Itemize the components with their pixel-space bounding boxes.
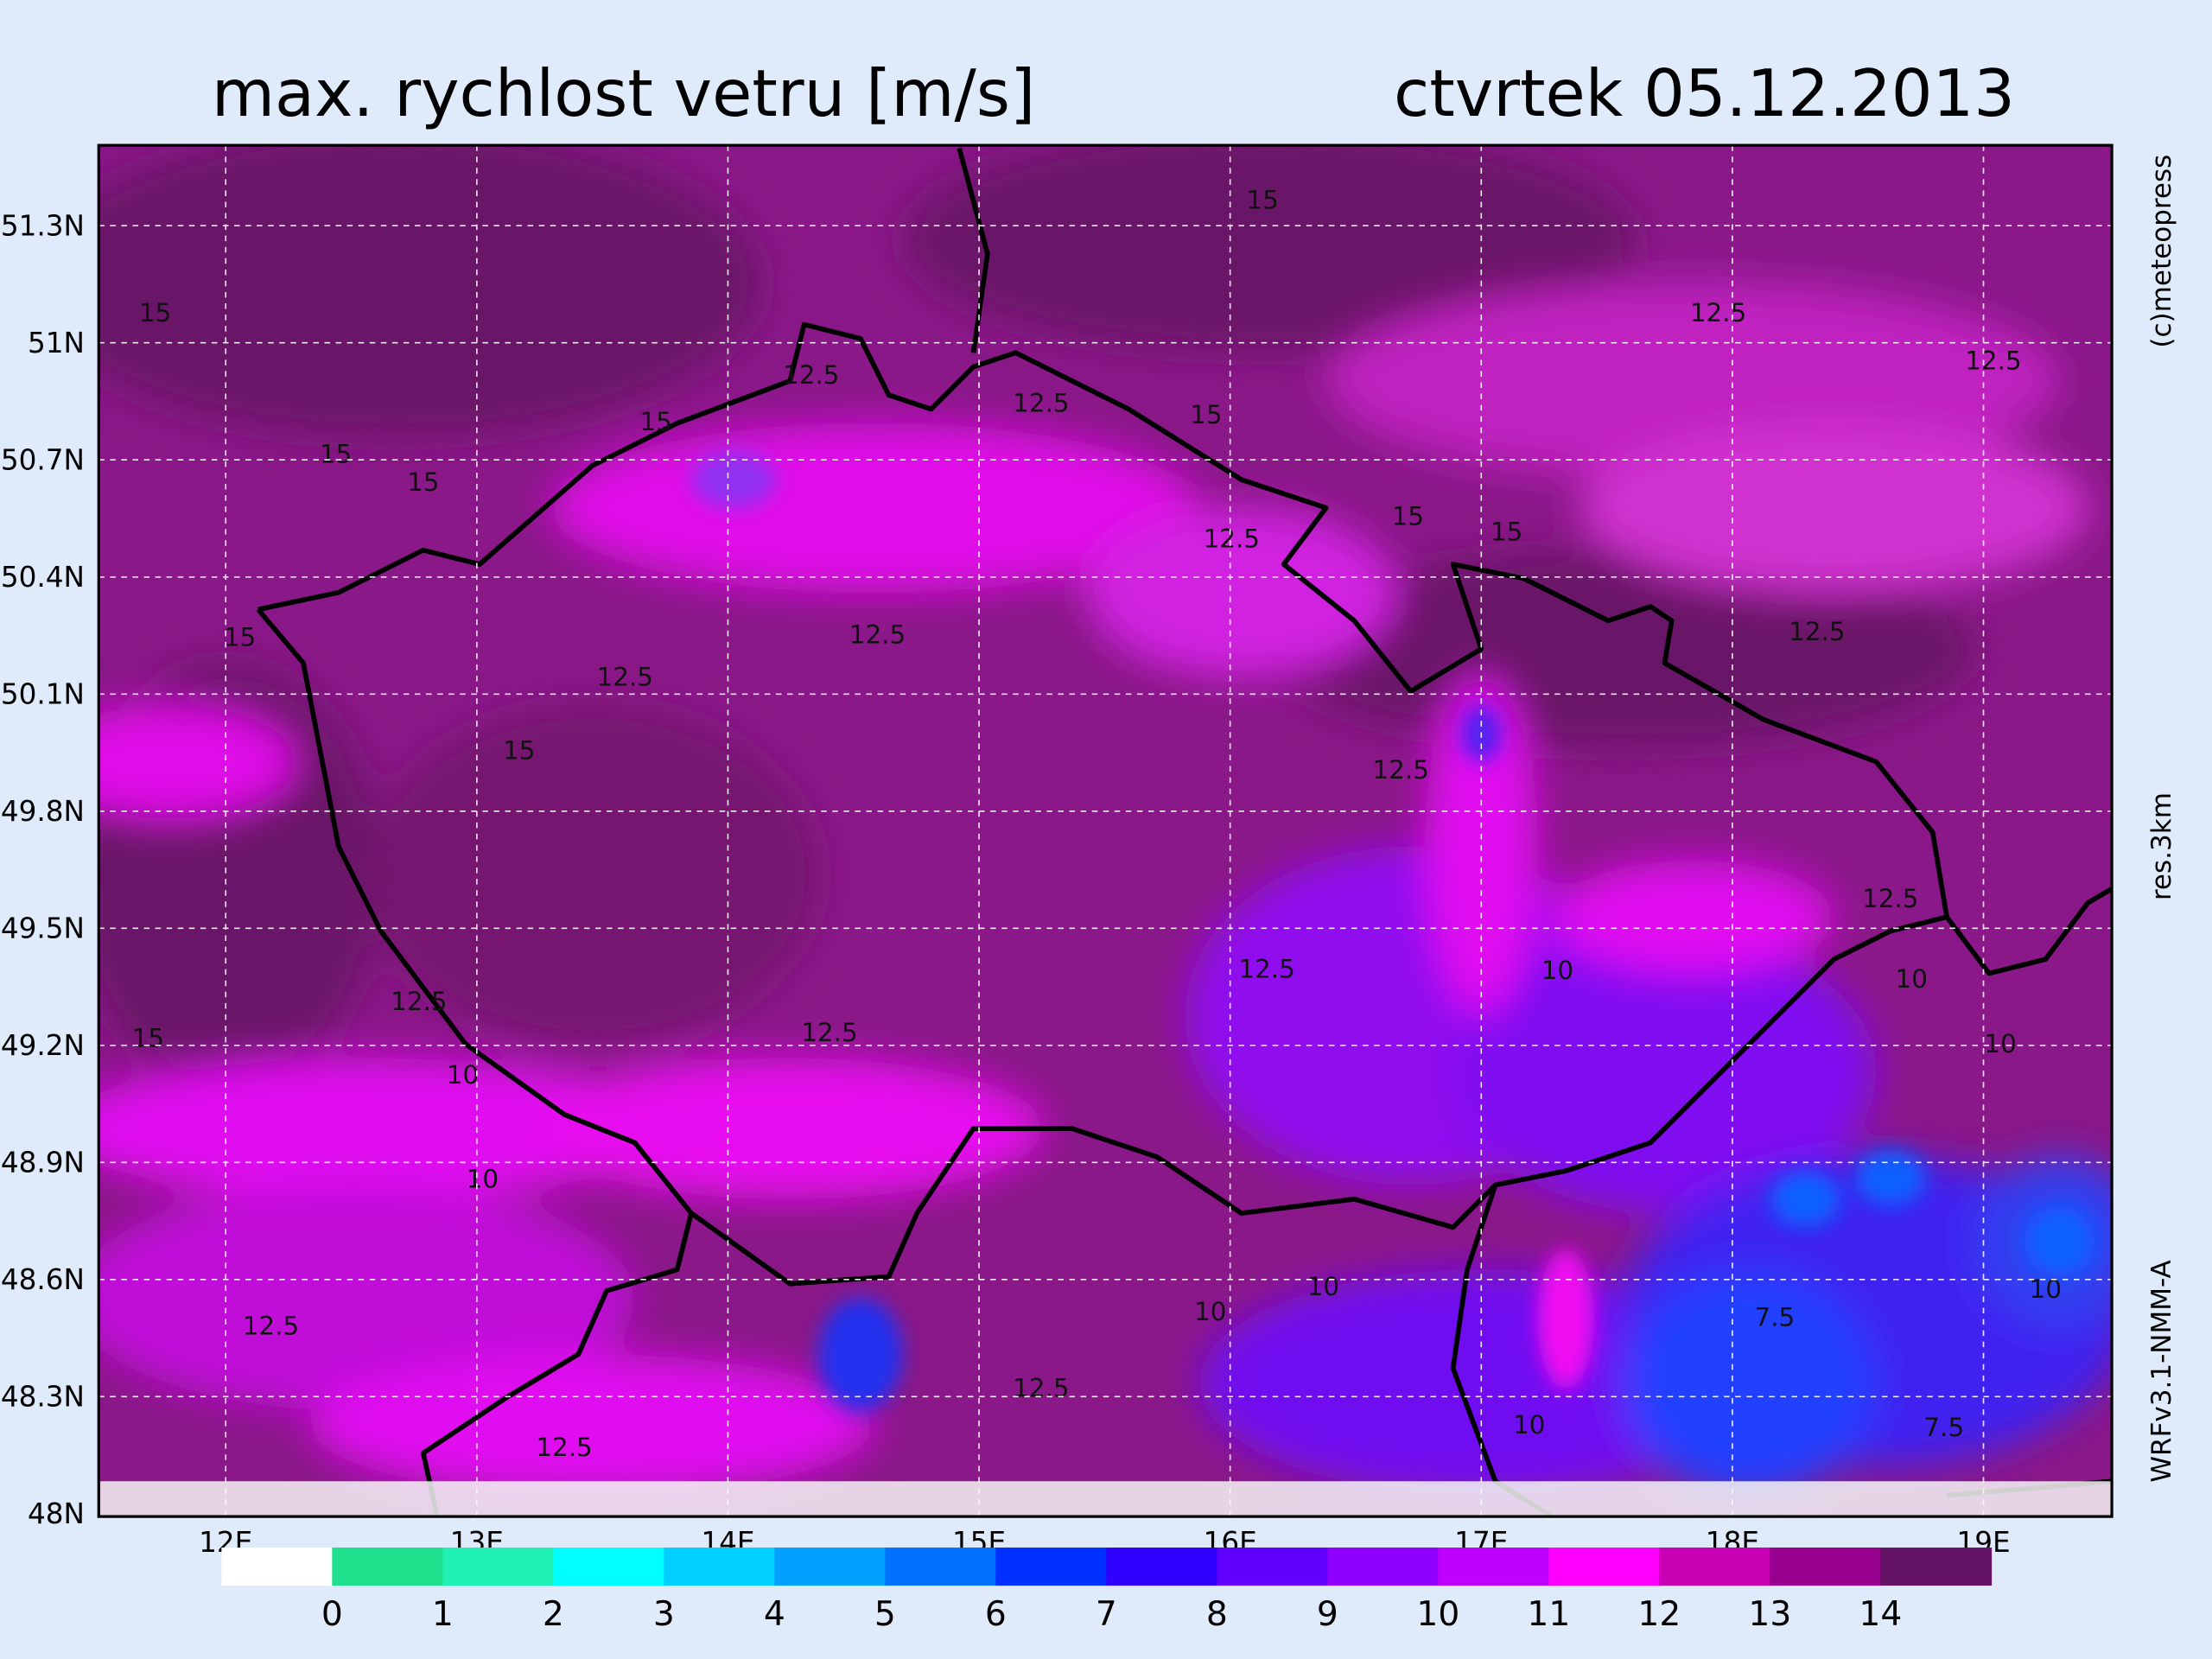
contour-label: 10	[1513, 1410, 1545, 1440]
contour-label: 15	[639, 407, 671, 436]
plot-frame	[97, 143, 2113, 1518]
contour-label: 12.5	[1013, 389, 1069, 418]
colorbar: 0 1 2 3 4 5 6 7 8 9 10 11 12 13 14	[221, 1548, 1993, 1634]
colorbar-swatch	[664, 1548, 776, 1586]
side-labels: (c)meteopress res.3km WRFv3.1-NMM-A	[2146, 155, 2177, 1483]
lat-label: 50.7N	[1, 444, 85, 477]
colorbar-swatch	[442, 1548, 555, 1586]
contour-label: 15	[1491, 517, 1522, 546]
colorbar-swatch	[553, 1548, 665, 1586]
colorbar-swatch	[1659, 1548, 1771, 1586]
contour-label: 10	[1984, 1029, 2016, 1058]
contour-label: 15	[1392, 501, 1424, 531]
lat-label: 48N	[28, 1497, 85, 1530]
date: ctvrtek 05.12.2013	[1394, 55, 2015, 131]
colorbar-label: 2	[543, 1595, 564, 1634]
contour-label: 12.5	[783, 360, 839, 390]
contour-label: 10	[1194, 1297, 1226, 1326]
colorbar-label: 12	[1637, 1595, 1681, 1634]
contour-label: 12.5	[1238, 954, 1294, 983]
colorbar-swatch	[1106, 1548, 1218, 1586]
contour-label: 15	[139, 298, 171, 327]
contour-label: 7.5	[1755, 1303, 1796, 1332]
contour-labels: 15 15 12.5 12.5 12.5 12.5 15 15 15 15 12.5 15 15 12.5…	[132, 186, 2062, 1462]
colorbar-label: 0	[321, 1595, 343, 1634]
side-label: WRFv3.1-NMM-A	[2146, 1260, 2177, 1482]
contour-label: 15	[407, 467, 439, 497]
lat-label: 49.8N	[1, 795, 85, 828]
contour-label: 12.5	[1373, 755, 1429, 785]
contour-label: 12.5	[1789, 617, 1845, 646]
field-blobs	[99, 145, 2113, 1496]
missing-strip	[99, 1481, 2113, 1517]
colorbar-swatch	[885, 1548, 997, 1586]
colorbar-label: 11	[1527, 1595, 1570, 1634]
colorbar-label: 8	[1206, 1595, 1228, 1634]
colorbar-label: 7	[1096, 1595, 1117, 1634]
lat-label: 51.3N	[1, 210, 85, 243]
contour-label: 12.5	[849, 620, 906, 649]
colorbar-swatch	[1217, 1548, 1329, 1586]
contour-label: 12.5	[801, 1018, 857, 1047]
side-label: (c)meteopress	[2146, 155, 2177, 348]
colorbar-swatch	[1880, 1548, 1993, 1586]
field-details	[691, 451, 2095, 1411]
lat-label: 48.3N	[1, 1381, 85, 1414]
contour-label: 12.5	[1862, 884, 1918, 913]
colorbar-label: 13	[1748, 1595, 1791, 1634]
colorbar-swatch	[995, 1548, 1108, 1586]
colorbar-label: 10	[1416, 1595, 1459, 1634]
lat-label: 48.9N	[1, 1147, 85, 1179]
colorbar-label: 1	[432, 1595, 454, 1634]
colorbar-label: 9	[1317, 1595, 1338, 1634]
side-label: res.3km	[2146, 792, 2177, 900]
colorbar-label: 4	[764, 1595, 785, 1634]
colorbar-swatch	[332, 1548, 444, 1586]
contour-label: 15	[320, 440, 352, 469]
contour-label: 15	[1247, 186, 1279, 215]
colorbar-swatch	[1548, 1548, 1661, 1586]
contour-label: 12.5	[1965, 346, 2021, 376]
contour-label: 15	[224, 623, 256, 652]
contour-label: 12.5	[391, 987, 447, 1016]
contour-label: 12.5	[243, 1311, 299, 1340]
colorbar-label: 5	[874, 1595, 896, 1634]
map-field: 15 15 12.5 12.5 12.5 12.5 15 15 15 15 12.5 15 15 12.5…	[99, 145, 2113, 1517]
grid	[99, 145, 2113, 1517]
contour-label: 10	[1896, 964, 1928, 994]
contour-label: 7.5	[1923, 1413, 1964, 1442]
colorbar-swatch	[1438, 1548, 1550, 1586]
contour-label: 12.5	[1204, 524, 1260, 553]
colorbar-label: 3	[653, 1595, 675, 1634]
contour-label: 10	[1307, 1272, 1339, 1301]
colorbar-swatch	[1770, 1548, 1882, 1586]
lat-label: 50.1N	[1, 678, 85, 711]
lat-label: 49.5N	[1, 912, 85, 945]
contour-label: 10	[1541, 956, 1573, 985]
lat-label: 48.6N	[1, 1263, 85, 1296]
contour-label: 15	[503, 735, 535, 765]
contour-label: 12.5	[536, 1433, 592, 1462]
colorbar-label: 14	[1859, 1595, 1902, 1634]
colorbar-swatch	[1327, 1548, 1440, 1586]
colorbar-label: 6	[985, 1595, 1007, 1634]
lat-label: 50.4N	[1, 561, 85, 594]
contour-label: 15	[1190, 400, 1222, 429]
contour-label: 10	[467, 1165, 499, 1194]
contour-label: 12.5	[1690, 298, 1746, 327]
colorbar-swatch	[221, 1548, 334, 1586]
contour-label: 12.5	[1013, 1373, 1069, 1402]
lat-label: 51N	[28, 327, 85, 359]
contour-label: 10	[447, 1060, 479, 1090]
lat-label: 49.2N	[1, 1029, 85, 1062]
contour-label: 12.5	[597, 662, 653, 691]
title: max. rychlost vetru [m/s]	[212, 55, 1035, 131]
colorbar-swatch	[774, 1548, 887, 1586]
contour-label: 15	[132, 1023, 164, 1052]
